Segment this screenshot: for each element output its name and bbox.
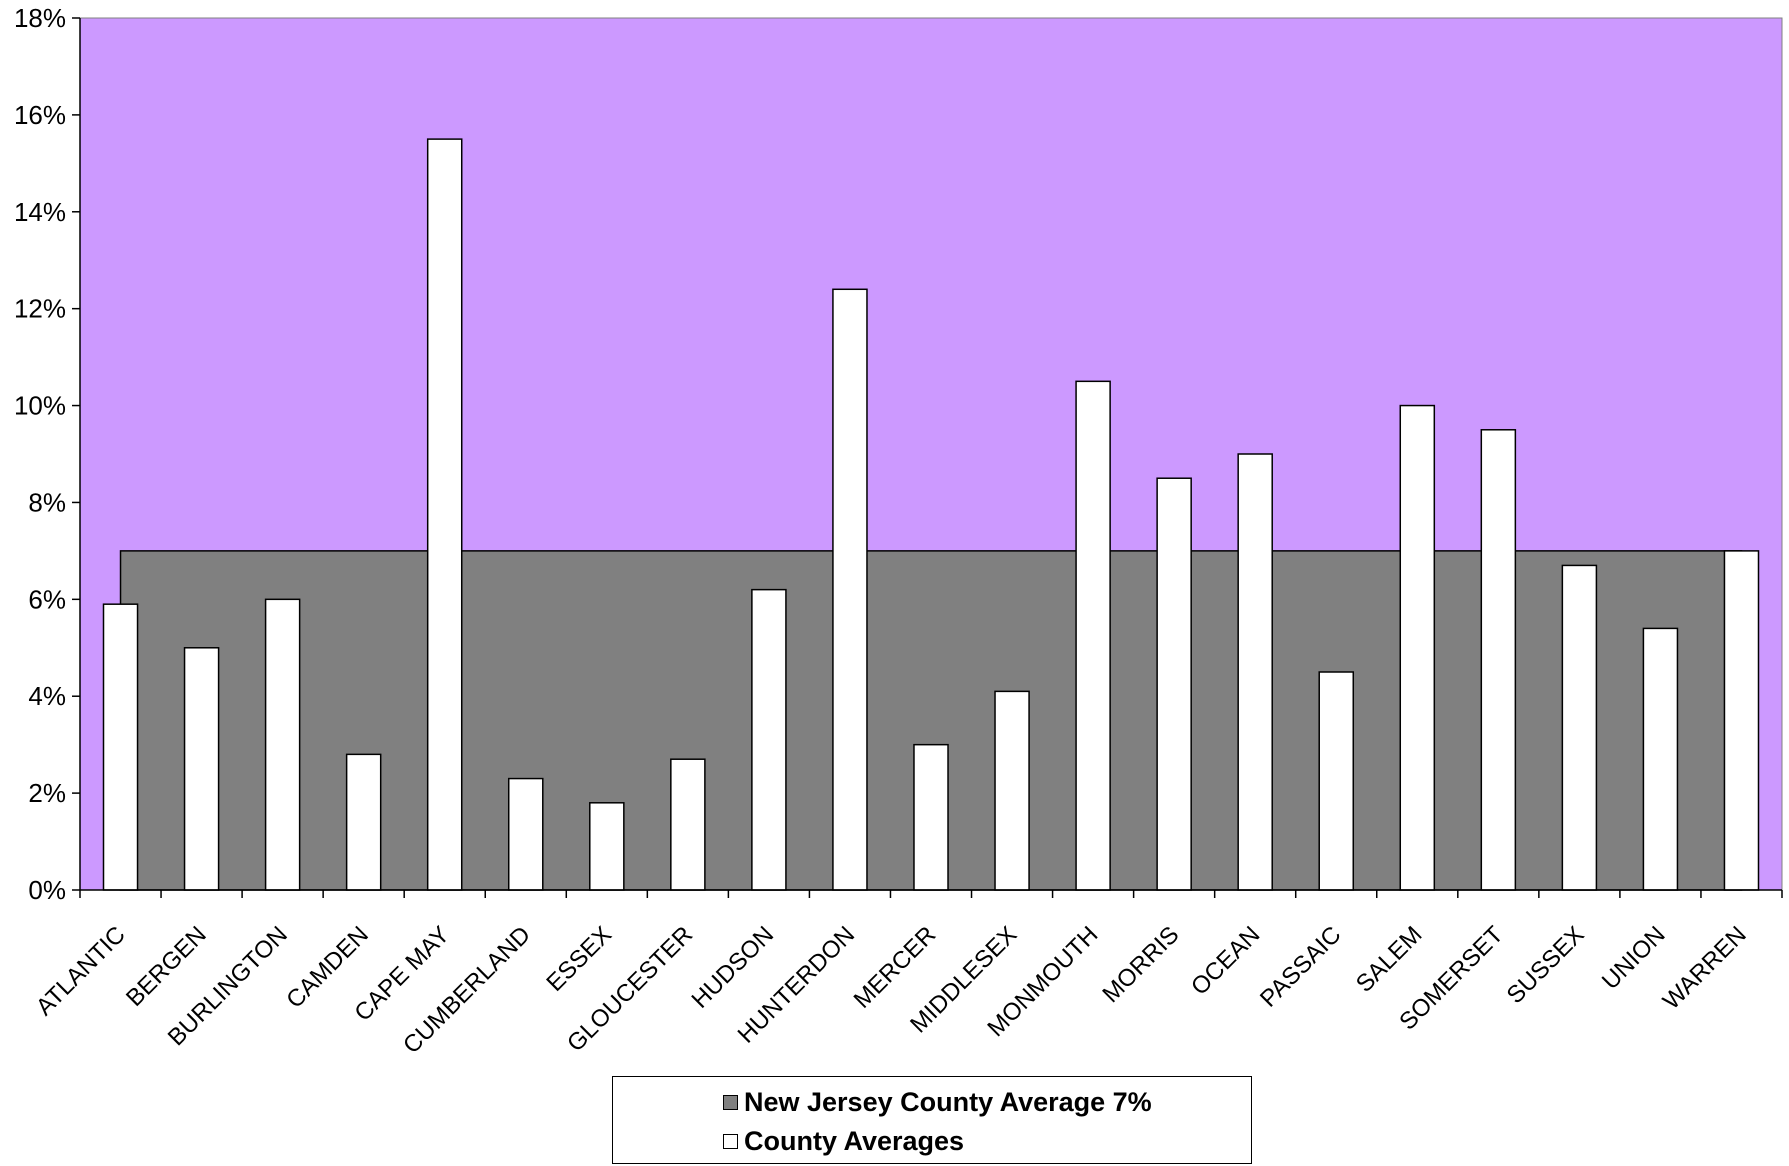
- bar-bergen: [183, 647, 220, 891]
- y-tick-label: 0%: [28, 875, 66, 905]
- legend-swatch-white: [723, 1134, 738, 1149]
- legend-item-nj-average: New Jersey County Average 7%: [723, 1087, 1152, 1118]
- bar-somerset: [1480, 429, 1517, 891]
- x-category-label: ATLANTIC: [31, 921, 131, 1021]
- bar-hunterdon: [832, 288, 868, 891]
- y-tick-label: 2%: [28, 778, 66, 808]
- x-category-label: SUSSEX: [1502, 921, 1590, 1009]
- bar-passaic: [1318, 671, 1355, 891]
- legend-item-county-averages: County Averages: [723, 1126, 964, 1157]
- x-category-label: OCEAN: [1186, 921, 1265, 1000]
- bar-hudson: [751, 588, 787, 891]
- bar-atlantic: [102, 603, 139, 891]
- x-category-label: SALEM: [1351, 921, 1428, 998]
- x-category-label: PASSAIC: [1255, 921, 1346, 1012]
- legend-label-county-averages: County Averages: [744, 1126, 965, 1156]
- legend: New Jersey County Average 7% County Aver…: [612, 1076, 1252, 1164]
- bar-sussex: [1561, 564, 1598, 891]
- y-tick-label: 12%: [14, 294, 66, 324]
- x-category-label: MORRIS: [1097, 921, 1184, 1008]
- bar-cumberland: [507, 777, 544, 891]
- bar-essex: [589, 802, 625, 891]
- bar-middlesex: [994, 690, 1030, 891]
- y-tick-label: 14%: [14, 197, 66, 227]
- legend-swatch-gray: [723, 1095, 738, 1110]
- bar-ocean: [1237, 453, 1273, 891]
- x-category-label: ESSEX: [541, 921, 617, 997]
- bar-morris: [1156, 477, 1192, 891]
- legend-label-nj-average: New Jersey County Average 7%: [744, 1087, 1152, 1117]
- y-tick-label: 8%: [28, 487, 66, 517]
- y-tick-label: 6%: [28, 584, 66, 614]
- bar-cape-may: [426, 138, 463, 891]
- bar-salem: [1399, 404, 1436, 891]
- bar-mercer: [913, 743, 949, 891]
- y-tick-label: 4%: [28, 681, 66, 711]
- y-tick-label: 10%: [14, 391, 66, 421]
- bar-warren: [1723, 550, 1760, 891]
- bar-gloucester: [670, 758, 706, 891]
- bar-burlington: [264, 598, 301, 891]
- bar-union: [1642, 627, 1679, 891]
- bar-camden: [345, 753, 382, 891]
- x-category-label: UNION: [1597, 921, 1671, 995]
- y-tick-label: 18%: [14, 3, 66, 33]
- bar-monmouth: [1075, 380, 1111, 891]
- x-category-label: WARREN: [1658, 921, 1752, 1015]
- y-tick-label: 16%: [14, 100, 66, 130]
